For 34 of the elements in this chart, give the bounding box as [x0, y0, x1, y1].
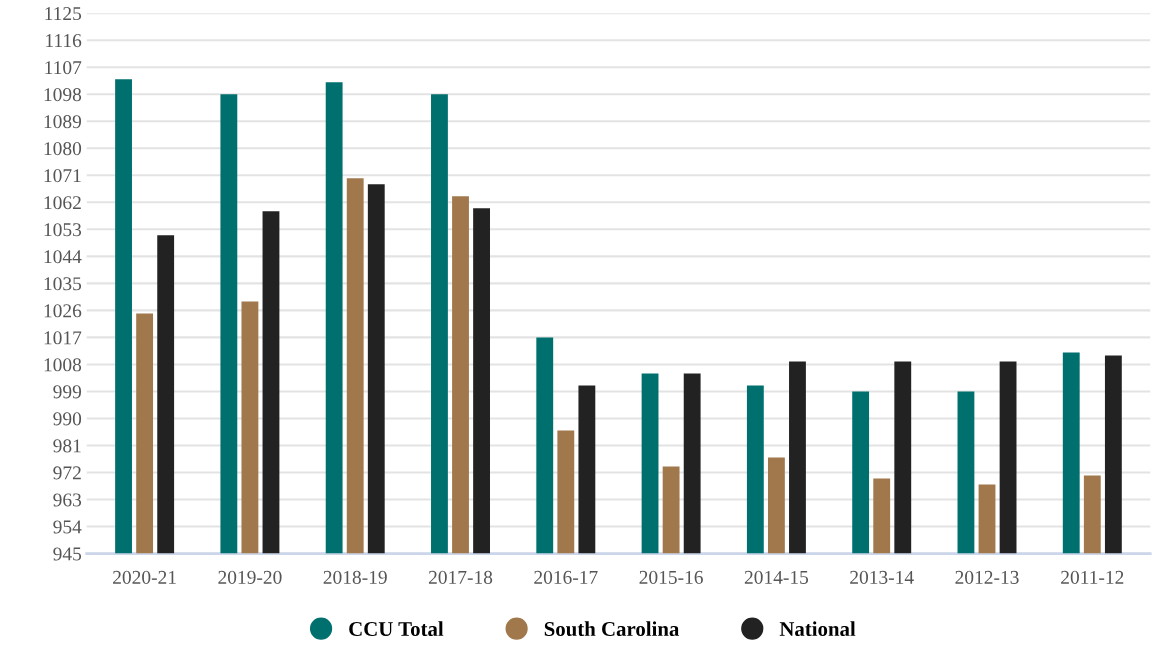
x-tick-label: 2018-19 [323, 570, 387, 584]
x-tick-label: 2015-16 [639, 570, 703, 584]
y-tick-label: 963 [53, 493, 82, 507]
y-tick-label: 1116 [46, 34, 82, 48]
x-tick-label: 2012-13 [955, 570, 1019, 584]
x-tick-label: 2016-17 [534, 570, 598, 584]
y-tick-label: 972 [53, 466, 81, 480]
y-tick-label: 999 [53, 385, 82, 399]
x-tick-label: 2014-15 [744, 570, 809, 584]
y-tick-label: 1098 [44, 88, 82, 102]
x-tick-label: 2011-12 [1061, 570, 1124, 584]
x-tick-label: 2019-20 [218, 570, 282, 584]
x-tick-label: 2020-21 [113, 570, 176, 584]
y-tick-label: 1044 [44, 250, 82, 264]
y-tick-label: 981 [53, 439, 81, 453]
legend-label: South Carolina [544, 621, 680, 637]
y-tick-label: 1071 [44, 169, 81, 183]
y-tick-label: 945 [53, 547, 82, 561]
y-tick-label: 1035 [44, 277, 82, 291]
x-tick-label: 2017-18 [428, 570, 493, 584]
x-tick-label: 2013-14 [850, 570, 914, 584]
y-tick-label: 1080 [44, 142, 82, 156]
y-tick-label: 1089 [44, 115, 82, 129]
y-tick-label: 1017 [44, 331, 82, 345]
legend-label: National [779, 621, 856, 637]
y-tick-label: 990 [53, 412, 82, 426]
y-tick-label: 1053 [44, 223, 82, 237]
legend-label: CCU Total [349, 621, 444, 637]
y-tick-label: 1062 [44, 196, 81, 210]
y-tick-label: 1107 [45, 61, 82, 75]
y-tick-label: 1008 [44, 358, 82, 372]
y-tick-label: 954 [53, 520, 82, 534]
y-tick-label: 1026 [44, 304, 82, 318]
y-tick-label: 1125 [45, 7, 82, 21]
